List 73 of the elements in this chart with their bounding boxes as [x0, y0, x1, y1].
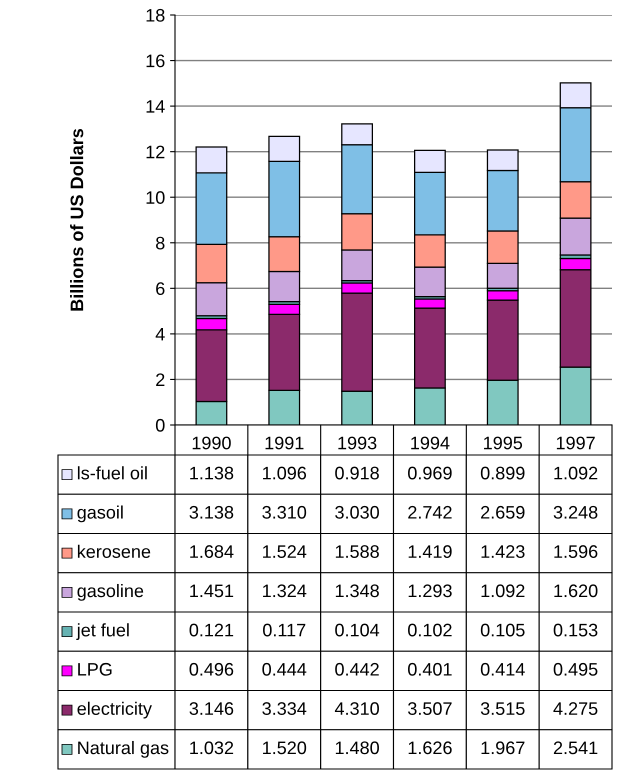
data-label: 2.659 — [481, 506, 524, 519]
data-label: 1.596 — [554, 545, 598, 558]
y-tick-label: 16 — [146, 54, 164, 68]
data-label: 1.620 — [554, 584, 598, 598]
data-label: 1.626 — [408, 741, 452, 754]
y-axis-title: Billions of US Dollars — [70, 128, 84, 311]
data-label: 0.153 — [554, 624, 598, 636]
x-tick-label: 1997 — [556, 436, 595, 450]
data-label: 2.742 — [408, 506, 452, 519]
data-label: 1.032 — [190, 741, 234, 754]
data-label: 0.918 — [335, 466, 379, 480]
data-label: 3.507 — [408, 702, 452, 715]
data-label: 1.588 — [336, 545, 379, 558]
y-tick-label: 10 — [146, 191, 165, 204]
data-label: 1.524 — [263, 545, 306, 558]
legend-label: gasoil — [77, 505, 123, 522]
data-label: 3.248 — [554, 506, 598, 519]
data-label: 0.414 — [480, 662, 525, 676]
y-tick-label: 2 — [156, 373, 164, 386]
data-label: 0.496 — [190, 662, 234, 676]
legend-label: jet fuel — [76, 623, 129, 640]
y-tick-label: 12 — [146, 146, 164, 158]
data-label: 1.423 — [482, 545, 525, 558]
data-label: 3.334 — [262, 702, 306, 715]
data-label: 1.092 — [482, 584, 524, 598]
data-label: 0.401 — [408, 662, 452, 676]
data-label: 0.121 — [190, 624, 234, 636]
data-label: 0.104 — [335, 624, 380, 636]
data-label: 1.293 — [408, 584, 452, 598]
data-label: 0.899 — [480, 466, 524, 480]
data-label: 1.096 — [263, 466, 306, 480]
data-label: 3.310 — [262, 506, 306, 519]
data-label: 0.969 — [408, 466, 452, 480]
data-label: 1.092 — [554, 466, 598, 480]
data-label: 1.520 — [263, 741, 306, 754]
data-label: 4.275 — [553, 702, 598, 715]
data-label: 0.117 — [263, 624, 306, 636]
x-tick-label: 1991 — [266, 436, 304, 450]
data-label: 1.324 — [263, 584, 306, 598]
data-label: 3.146 — [190, 702, 234, 715]
data-label: 1.348 — [336, 584, 379, 598]
data-label: 0.442 — [335, 662, 379, 676]
data-label: 0.495 — [554, 662, 598, 676]
data-label: 4.310 — [334, 702, 379, 715]
x-tick-label: 1995 — [484, 436, 522, 450]
data-label: 0.105 — [480, 624, 525, 636]
x-tick-label: 1990 — [192, 436, 231, 450]
data-label: 2.541 — [554, 741, 598, 754]
y-tick-label: 6 — [156, 282, 164, 296]
legend-label: ls-fuel oil — [78, 466, 147, 480]
data-label: 1.419 — [408, 545, 452, 558]
data-label: 3.030 — [335, 506, 379, 519]
legend-label: kerosene — [78, 544, 150, 558]
x-tick-label: 1993 — [338, 436, 376, 450]
x-tick-label: 1994 — [411, 436, 450, 450]
y-tick-label: 18 — [146, 8, 164, 22]
data-label: 0.444 — [262, 662, 306, 676]
y-tick-label: 14 — [146, 100, 165, 113]
y-tick-label: 4 — [156, 328, 165, 340]
data-label: 1.451 — [190, 584, 234, 598]
data-label: 1.138 — [190, 466, 234, 480]
y-tick-label: 8 — [156, 236, 164, 250]
data-label: 3.515 — [480, 702, 525, 715]
data-label: 1.480 — [336, 741, 379, 754]
data-label: 1.967 — [482, 741, 524, 754]
data-label: 3.138 — [190, 506, 234, 519]
y-tick-label: 0 — [156, 418, 165, 432]
legend-label: gasoline — [77, 584, 144, 601]
data-label: 1.684 — [190, 545, 234, 558]
legend-label: electricity — [77, 702, 152, 719]
data-label: 0.102 — [408, 624, 452, 636]
legend-label: LPG — [78, 662, 112, 676]
legend-label: Natural gas — [78, 740, 168, 758]
